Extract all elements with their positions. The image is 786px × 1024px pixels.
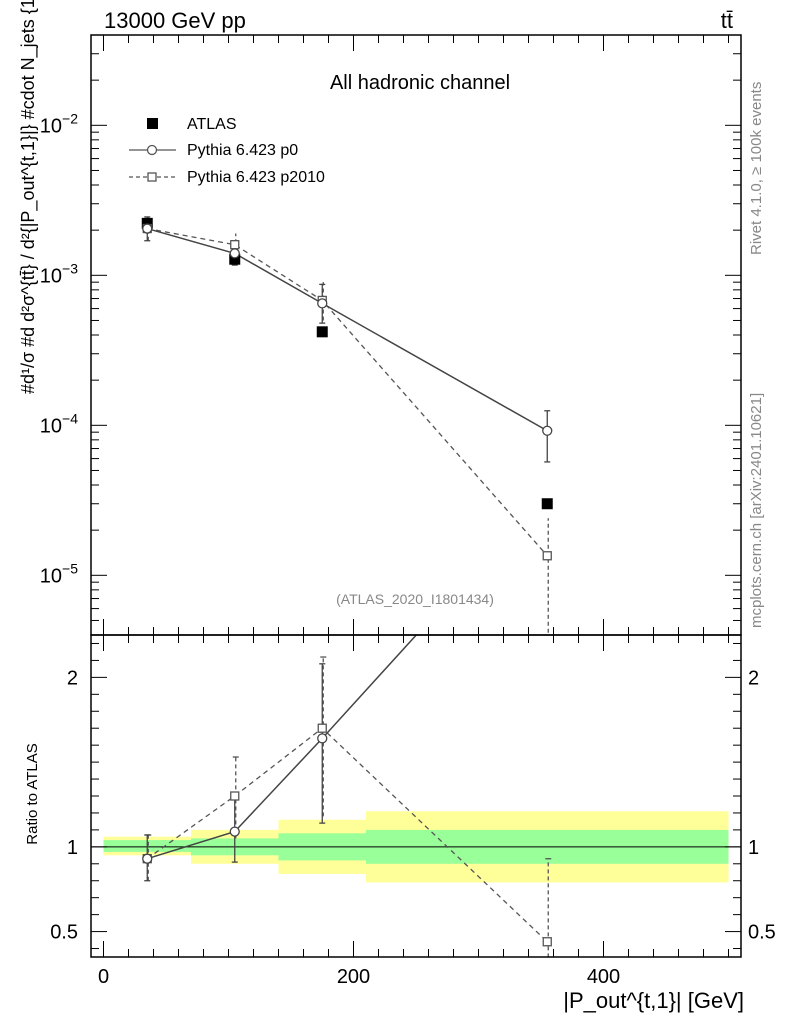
- atlas-point: [141, 217, 153, 229]
- ratio-ytick-label-left: 0.5: [50, 922, 78, 944]
- main-ytick-label: 10−2: [40, 110, 78, 137]
- ratio-ytick-label-right: 0.5: [748, 922, 776, 944]
- ratio-p0-point: [317, 733, 328, 744]
- ratio-y-axis-title: Ratio to ATLAS: [24, 743, 41, 844]
- main-title: All hadronic channel: [330, 72, 510, 94]
- mcplots-label: mcplots.cern.ch [arXiv:2401.10621]: [748, 393, 765, 628]
- ratio-ytick-label-left: 1: [67, 837, 78, 859]
- main-ytick-label: 10−5: [40, 560, 78, 587]
- p0-point: [542, 425, 553, 436]
- main-y-axis-title: #d¹/σ #d d²σ^{tt̄} / d²{|P_out^{t,1}|} #…: [18, 0, 39, 394]
- ratio-ytick-label-right: 1: [748, 837, 759, 859]
- p2010-point: [230, 240, 240, 250]
- ratio-xtick-label: 200: [337, 966, 370, 988]
- ratio-frame: [90, 634, 742, 958]
- x-axis-title: |P_out^{t,1}| [GeV]: [563, 988, 744, 1013]
- atlas-point: [316, 326, 328, 338]
- ratio-p2010-point: [230, 791, 240, 801]
- ratio-ytick-label-right: 2: [748, 667, 759, 689]
- analysis-tag: (ATLAS_2020_I1801434): [336, 591, 494, 607]
- ratio-xtick-label: 0: [98, 966, 109, 988]
- legend-p0-marker: [146, 144, 158, 156]
- energy-label: 13000 GeV pp: [104, 8, 246, 33]
- p0-point: [317, 298, 328, 309]
- p0-point: [142, 223, 153, 234]
- main-ytick-label: 10−3: [40, 260, 78, 287]
- ratio-p0-point: [229, 826, 240, 837]
- ratio-p0-point: [142, 853, 153, 864]
- p2010-line: [147, 227, 548, 557]
- legend-p2010-marker: [147, 172, 157, 182]
- ratio-panel: 0.5 0.5 1 1 2 2 0 200 400 Ratio to ATLAS |P_out^…: [24, 486, 776, 1013]
- ratio-p0-line: [147, 635, 418, 860]
- ratio-p2010-point: [317, 723, 327, 733]
- ratio-ytick-label-left: 2: [67, 667, 78, 689]
- p0-point: [229, 248, 240, 259]
- rivet-label: Rivet 4.1.0, ≥ 100k events: [748, 82, 765, 255]
- legend-atlas-marker: [147, 118, 158, 129]
- atlas-point: [541, 498, 553, 510]
- legend-atlas-label: ATLAS: [187, 116, 237, 133]
- ratio-xtick-label: 400: [587, 966, 620, 988]
- p0-line: [147, 227, 548, 432]
- main-panel: All hadronic channel (ATLAS_2020_I180143…: [18, 0, 741, 636]
- legend: ATLAS Pythia 6.423 p0 Pythia 6.423 p2010: [129, 116, 325, 186]
- atlas-point: [229, 253, 241, 265]
- legend-p2010-label: Pythia 6.423 p2010: [187, 169, 325, 186]
- legend-p0-label: Pythia 6.423 p0: [187, 142, 298, 159]
- main-ytick-label: 10−4: [40, 410, 78, 437]
- process-label: tt̄: [721, 8, 733, 33]
- ratio-p2010-point: [542, 937, 552, 947]
- ratio-p2010-line: [146, 727, 548, 943]
- ratio-p0-point: [543, 486, 552, 495]
- p2010-point: [542, 551, 552, 561]
